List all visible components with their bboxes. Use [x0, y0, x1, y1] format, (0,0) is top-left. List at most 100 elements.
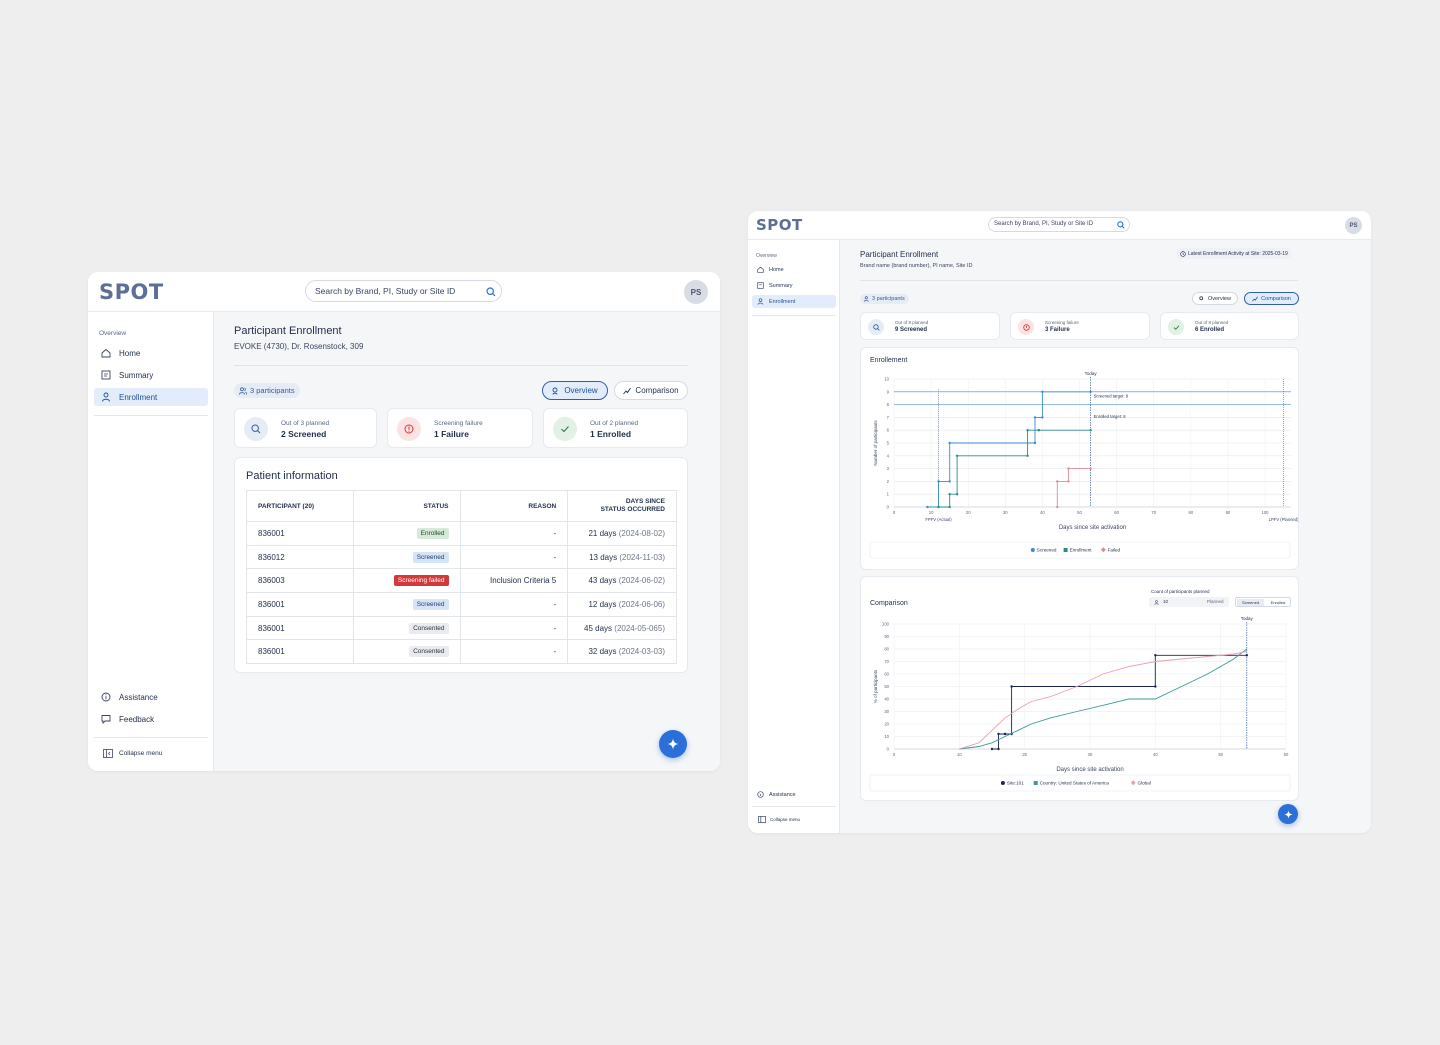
x-tick-label: 90: [1226, 510, 1231, 515]
collapse-menu-button[interactable]: Collapse menu: [752, 813, 836, 825]
col-reason[interactable]: REASON: [459, 490, 569, 522]
main-content: Participant Enrollment EVOKE (4730), Dr.…: [214, 312, 720, 771]
tab-overview[interactable]: Overview: [542, 381, 608, 400]
count-planned-label: Count of participants planned: [1151, 589, 1210, 594]
chat-icon: [101, 715, 111, 724]
days-value: 12 days: [588, 599, 617, 609]
search-input[interactable]: Search by Brand, PI, Study or Site ID: [988, 217, 1130, 232]
col-days-line2: STATUS OCCURRED: [600, 506, 665, 513]
cell-participant: 836001: [246, 592, 354, 617]
x-tick-label: 30: [1003, 510, 1008, 515]
count-planned-input[interactable]: 10 Planned: [1149, 597, 1229, 607]
table-row[interactable]: 836001 Screened -12 days (2024-06-06): [246, 592, 677, 617]
days-value: 13 days: [589, 552, 618, 562]
col-status[interactable]: STATUS: [352, 490, 461, 522]
kpi-icon-bg: [1018, 319, 1034, 335]
y-tick-label: 1: [887, 492, 890, 497]
sidebar-item-enrollment[interactable]: Enrollment: [752, 295, 836, 308]
summary-icon: [757, 282, 764, 289]
person-icon: [102, 392, 110, 402]
col-participant[interactable]: PARTICIPANT (20): [246, 490, 354, 522]
kpi-icon-bg: [1168, 319, 1184, 335]
x-tick-label: 20: [966, 510, 971, 515]
col-days[interactable]: DAYS SINCE STATUS OCCURRED: [567, 490, 677, 522]
x-tick-label: 40: [1040, 510, 1045, 515]
collapse-menu-button[interactable]: Collapse menu: [94, 745, 208, 761]
tab-overview[interactable]: Overview: [1192, 292, 1238, 305]
x-tick-label: 100: [1262, 510, 1270, 515]
chart-title: Enrollement: [870, 357, 908, 364]
cell-reason: -: [459, 639, 569, 665]
kpi-value: 3 Failure: [1045, 327, 1070, 333]
kpi-value: 1 Failure: [434, 429, 469, 439]
check-icon: [1173, 324, 1179, 330]
sidebar-item-assistance[interactable]: Assistance: [752, 788, 836, 801]
sidebar-item-label: Feedback: [119, 714, 155, 724]
days-value: 32 days: [588, 647, 617, 657]
logo: SPOT: [99, 280, 164, 304]
tab-comparison[interactable]: Comparison: [1244, 292, 1299, 305]
count-planned-value: 10: [1163, 599, 1169, 604]
cell-participant: 836001: [246, 639, 354, 665]
sidebar-item-summary[interactable]: Summary: [752, 279, 836, 292]
table-row[interactable]: 836012 Screened -13 days (2024-11-03): [246, 544, 677, 570]
kpi-sub: Out of 9 planned: [895, 320, 929, 325]
legend-box: [869, 541, 1291, 559]
header-divider: [860, 280, 1298, 281]
table-row[interactable]: 836001 Enrolled -21 days (2024-08-02): [246, 521, 677, 546]
table-row[interactable]: 836001 Consented -32 days (2024-03-03): [246, 639, 677, 665]
x-tick-label: 60: [1114, 510, 1119, 515]
assistant-fab[interactable]: [659, 730, 687, 758]
data-point: [1056, 505, 1059, 509]
top-bar: SPOT Search by Brand, PI, Study or Site …: [88, 272, 720, 312]
legend-marker: [1030, 548, 1035, 552]
sidebar: Overview Home Summary Enrollment Assista…: [748, 240, 840, 833]
table-row[interactable]: 836003 Screening failed Inclusion Criteria…: [246, 568, 677, 594]
sidebar-item-home[interactable]: Home: [752, 263, 836, 276]
days-date: (2024-06-06): [618, 599, 665, 609]
patient-table: PARTICIPANT (20) STATUS REASON DAYS SINC…: [246, 490, 677, 665]
count-planned-unit: Planned: [1207, 599, 1224, 604]
sidebar-item-enrollment[interactable]: Enrollment: [94, 388, 208, 406]
comparison-chart-card: Comparison Count of participants planned…: [860, 576, 1299, 801]
sidebar-item-feedback[interactable]: Feedback: [94, 710, 208, 728]
search-icon[interactable]: [486, 287, 496, 297]
assistant-fab[interactable]: [1278, 804, 1298, 824]
sidebar-item-label: Summary: [119, 370, 154, 380]
right-window: SPOT Search by Brand, PI, Study or Site …: [748, 211, 1371, 833]
days-value: 43 days: [588, 576, 617, 586]
sidebar-item-summary[interactable]: Summary: [94, 366, 208, 384]
kpi-sub: Out of 3 planned: [281, 420, 330, 427]
table-row[interactable]: 836001 Consented -45 days (2024-05-065): [246, 615, 677, 641]
toggle-enrolled[interactable]: Enrolled: [1270, 600, 1286, 605]
sidebar-item-label: Home: [119, 348, 141, 358]
table-header-row: PARTICIPANT (20) STATUS REASON DAYS SINC…: [246, 490, 677, 522]
x-axis-label: Days since site activation: [1059, 525, 1126, 531]
cell-status: Screened: [352, 544, 461, 570]
sidebar-item-label: Assistance: [119, 692, 158, 702]
tab-comparison[interactable]: Comparison: [614, 381, 688, 400]
data-point: [1003, 732, 1007, 736]
logo: SPOT: [756, 216, 803, 234]
toggle-screened[interactable]: Screened: [1237, 599, 1264, 606]
data-point: [948, 505, 951, 509]
avatar[interactable]: PS: [1345, 217, 1362, 234]
cell-reason: -: [459, 615, 569, 641]
search-icon[interactable]: [1117, 221, 1125, 229]
series-line-2: [1056, 468, 1091, 507]
kpi-card-failure: Screening failure 3 Failure: [1010, 312, 1150, 340]
search-input[interactable]: Search by Brand, PI, Study or Site ID: [305, 280, 502, 302]
status-badge: Screened: [412, 551, 449, 563]
cell-status: Screening failed: [352, 568, 461, 594]
sidebar-divider: [94, 737, 208, 738]
cell-days: 43 days (2024-06-02): [567, 568, 677, 594]
sidebar-item-home[interactable]: Home: [94, 344, 208, 362]
avatar[interactable]: PS: [684, 280, 708, 304]
y-tick-label: 4: [887, 453, 890, 458]
status-badge: Screened: [412, 598, 449, 610]
trend-icon: [1252, 296, 1259, 301]
sidebar-item-assistance[interactable]: Assistance: [94, 688, 208, 706]
data-point: [1037, 429, 1040, 432]
chart-title: Comparison: [870, 600, 908, 607]
search-placeholder: Search by Brand, PI, Study or Site ID: [994, 221, 1094, 227]
